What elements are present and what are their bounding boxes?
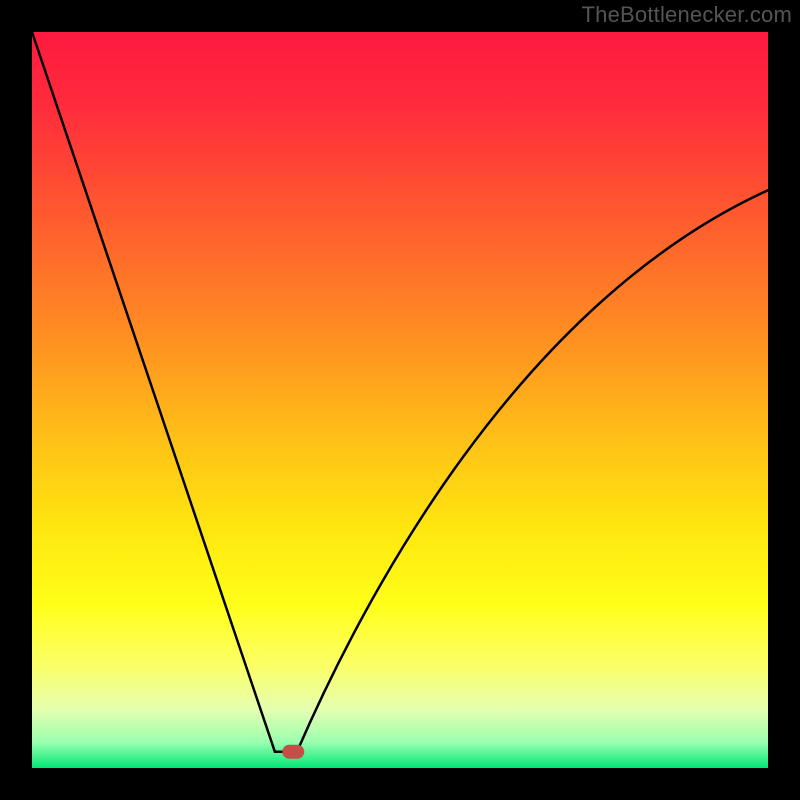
chart-frame: TheBottlenecker.com xyxy=(0,0,800,800)
plot-background xyxy=(32,32,768,768)
watermark-text: TheBottlenecker.com xyxy=(582,2,792,28)
chart-svg xyxy=(0,0,800,800)
optimum-marker xyxy=(282,745,304,759)
